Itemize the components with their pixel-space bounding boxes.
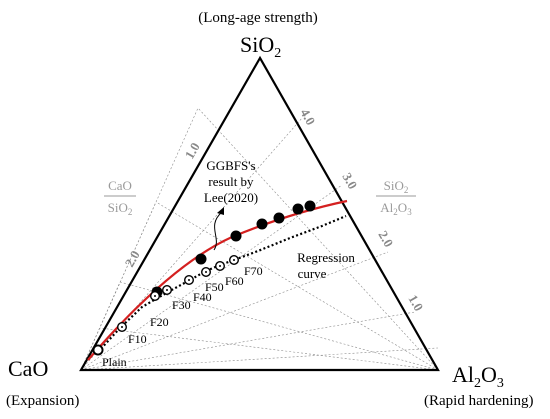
fly-ash-points [92, 254, 239, 356]
right-ratio-denominator: Al2O3 [380, 200, 412, 217]
ggbfs-point [304, 200, 316, 212]
label-f50: F50 [205, 280, 224, 294]
label-plain: Plain [102, 355, 127, 369]
label-f30: F30 [172, 298, 191, 312]
open-point-dots [121, 259, 235, 328]
left-vertex-label: CaO [8, 356, 48, 381]
ggbfs-point [256, 218, 268, 230]
right-scale-4: 4.0 [297, 106, 318, 128]
ggbfs-annotation-line3: Lee(2020) [204, 190, 258, 205]
label-f70: F70 [244, 264, 263, 278]
left-ratio-denominator: SiO2 [108, 200, 133, 217]
right-scale-1: 1.0 [405, 292, 426, 314]
left-scale-2: 2.0 [122, 248, 143, 270]
ggbfs-arrowhead [217, 207, 224, 215]
right-scale-3: 3.0 [339, 170, 360, 192]
guide-lines [80, 107, 439, 371]
open-point-plain [92, 345, 103, 356]
ggbfs-curve [87, 199, 348, 361]
ggbfs-annotation-line1: GGBFS's [206, 158, 255, 173]
ggbfs-annotation-line2: result by [208, 174, 254, 189]
regression-annotation-line1: Regression [297, 250, 355, 265]
label-f20: F20 [150, 315, 169, 329]
ggbfs-point [292, 203, 304, 215]
left-ratio-numerator: CaO [108, 178, 132, 193]
right-ratio-numerator: SiO2 [384, 178, 409, 195]
top-vertex-annotation: (Long-age strength) [198, 10, 318, 26]
regression-annotation-line2: curve [298, 266, 327, 281]
ggbfs-points [92, 200, 316, 356]
top-vertex-label: SiO2 [240, 32, 281, 61]
label-f60: F60 [225, 274, 244, 288]
label-f10: F10 [128, 332, 147, 346]
left-vertex-annotation: (Expansion) [6, 393, 79, 409]
ternary-triangle [79, 55, 440, 372]
right-vertex-annotation: (Rapid hardening) [424, 393, 534, 409]
right-scale-2: 2.0 [375, 228, 396, 250]
left-scale-1: 1.0 [182, 140, 203, 162]
ggbfs-point [230, 230, 242, 242]
ggbfs-point [195, 253, 207, 265]
ggbfs-point [273, 212, 285, 224]
regression-curve [97, 214, 347, 353]
label-f40: F40 [193, 290, 212, 304]
ggbfs-arrow [213, 211, 223, 251]
right-vertex-label: Al2O3 [452, 362, 504, 391]
